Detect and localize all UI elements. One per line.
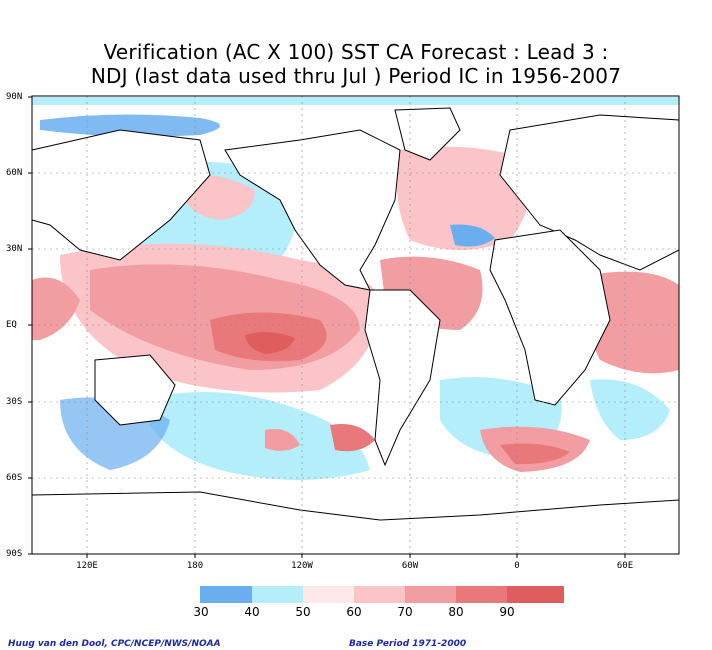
legend-box-30-40 — [200, 586, 252, 603]
australia — [94, 354, 176, 426]
tropical-pacific-core — [245, 332, 295, 354]
south-america — [364, 289, 441, 467]
lon-label-180: 180 — [186, 561, 204, 571]
tick-marks — [28, 96, 626, 558]
arctic-blue-patch — [40, 114, 220, 137]
south-pacific-pink-2 — [265, 429, 300, 451]
coastlines — [31, 107, 680, 555]
legend-box-90-plus — [507, 586, 564, 603]
north-atlantic-pink — [396, 146, 533, 250]
legend-tick-80: 80 — [448, 605, 464, 619]
legend-box-50-60 — [303, 586, 354, 603]
eurasia — [499, 114, 680, 271]
indian-ocean-blue — [590, 379, 670, 440]
lon-label-120e: 120E — [76, 561, 98, 571]
arctic-band — [32, 97, 679, 105]
southern-ocean-red — [500, 443, 570, 465]
lon-label-120w: 120W — [291, 561, 313, 571]
legend-box-80-90 — [456, 586, 507, 603]
lon-label-60w: 60W — [401, 561, 419, 571]
west-indian-pink — [32, 277, 80, 340]
south-pacific-blue — [140, 392, 370, 480]
author-credit: Huug van den Dool, CPC/NCEP/NWS/NOAA — [8, 639, 221, 649]
chart-title-line-2: NDJ (last data used thru Jul ) Period IC… — [90, 64, 622, 88]
lon-label-60e: 60E — [616, 561, 634, 571]
legend-box-60-70 — [354, 586, 405, 603]
legend-tick-90: 90 — [499, 605, 515, 619]
lat-label-30s: 30S — [6, 397, 23, 407]
greenland — [394, 107, 461, 161]
legend-box-70-80 — [405, 586, 456, 603]
lat-label-30n: 30N — [6, 244, 23, 254]
lon-label-0: 0 — [514, 561, 520, 571]
north-atlantic-blue — [450, 224, 495, 247]
asia-west — [31, 129, 211, 261]
lat-label-60s: 60S — [6, 473, 23, 483]
skill-field — [32, 97, 679, 480]
legend-tick-30: 30 — [193, 605, 209, 619]
legend-tick-70: 70 — [397, 605, 413, 619]
legend-box-40-50 — [252, 586, 303, 603]
chart-title-line-1: Verification (AC X 100) SST CA Forecast … — [103, 40, 609, 64]
legend-tick-40: 40 — [244, 605, 260, 619]
indian-ocean-pink — [586, 271, 679, 374]
lat-label-90n: 90N — [6, 92, 23, 102]
graticule — [32, 96, 679, 554]
base-period-credit: Base Period 1971-2000 — [349, 639, 467, 649]
legend-tick-60: 60 — [346, 605, 362, 619]
lat-label-eq: EQ — [6, 320, 17, 330]
lat-label-60n: 60N — [6, 168, 23, 178]
south-pacific-pink — [330, 424, 375, 452]
africa — [489, 229, 611, 406]
lat-label-90s: 90S — [6, 549, 23, 559]
north-america — [224, 129, 401, 291]
legend-tick-50: 50 — [295, 605, 311, 619]
